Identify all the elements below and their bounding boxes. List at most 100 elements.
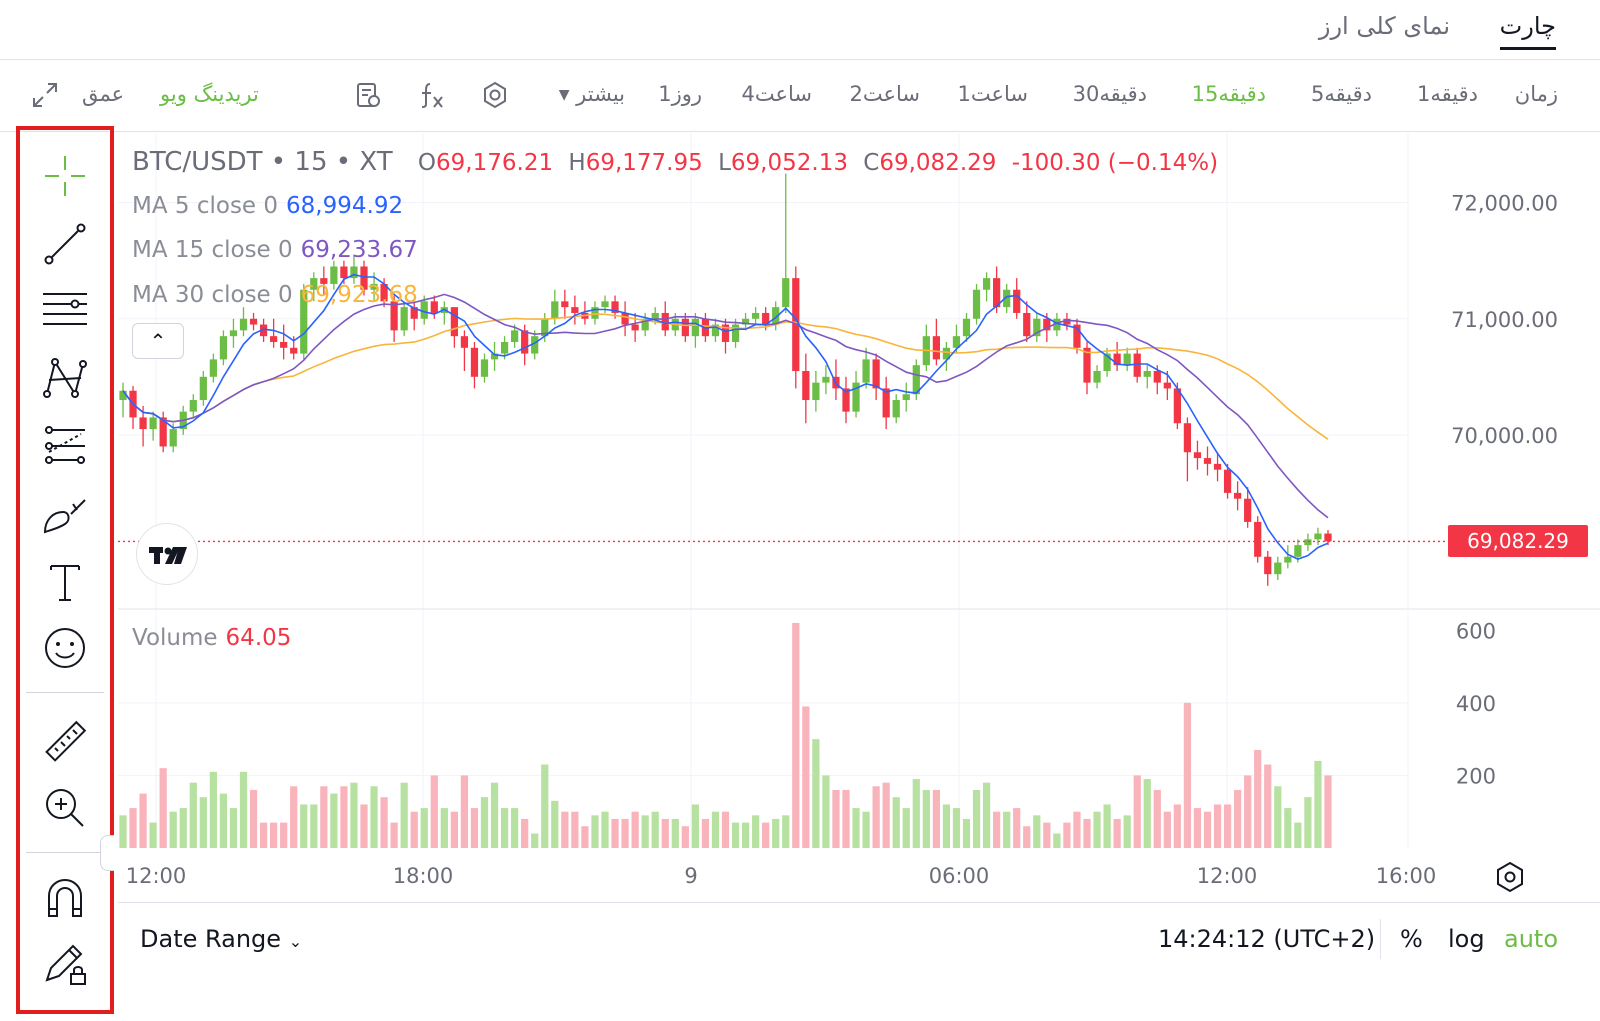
candle-body <box>1183 423 1192 453</box>
clock-timezone[interactable]: 14:24:12 (UTC+2) <box>1158 925 1376 953</box>
more-label: بیشتر <box>576 82 625 106</box>
interval-5m[interactable]: 5دقیقه <box>1311 82 1372 106</box>
volume-bar <box>691 804 699 848</box>
candle-body <box>1073 324 1081 348</box>
candle-body <box>782 278 790 308</box>
text-tool[interactable] <box>41 558 89 606</box>
bottom-divider <box>1380 919 1381 959</box>
crosshair-tool[interactable] <box>41 152 89 200</box>
interval-1h[interactable]: 1ساعت <box>957 82 1028 106</box>
interval-15m[interactable]: 15دقیقه <box>1191 82 1266 106</box>
candle-body <box>340 266 348 279</box>
candle-body <box>611 301 619 313</box>
projection-tool[interactable] <box>41 422 89 470</box>
legend-collapse-button[interactable]: ⌃ <box>132 323 184 359</box>
candle-body <box>1053 318 1061 331</box>
candle-body <box>1234 492 1242 499</box>
emoji-tool[interactable] <box>41 624 89 672</box>
drawing-toolbar <box>16 126 114 1014</box>
trend-line-tool[interactable] <box>41 220 89 268</box>
volume-label: Volume <box>132 625 218 651</box>
tab-overview[interactable]: نمای کلی ارز <box>1318 12 1450 40</box>
toolbar-collapse-handle[interactable] <box>100 835 114 871</box>
candle-body <box>932 336 940 360</box>
candle-body <box>390 301 398 331</box>
candle-body <box>822 376 830 383</box>
interval-1d[interactable]: 1روز <box>658 82 702 106</box>
symbol-label[interactable]: BTC/USDT • 15 • XT <box>132 147 393 177</box>
volume-bar <box>671 818 679 848</box>
candle-body <box>1223 469 1232 493</box>
time-axis-label: 12:00 <box>1197 864 1258 888</box>
percent-toggle[interactable]: % <box>1400 925 1423 953</box>
ruler-tool[interactable] <box>41 718 89 766</box>
magnet-tool[interactable] <box>41 874 89 922</box>
volume-bar <box>681 826 689 848</box>
last-price-tag: 69,082.29 <box>1448 525 1588 558</box>
candle-body <box>189 400 197 412</box>
chevron-down-icon: ▼ <box>558 87 570 103</box>
low-value: 69,052.13 <box>730 150 848 176</box>
ma5-legend[interactable]: MA 5 close 0 68,994.92 <box>132 193 403 219</box>
volume-bar <box>259 822 268 848</box>
candle-body <box>1063 318 1071 325</box>
indicators-fx-icon[interactable] <box>417 80 447 110</box>
tradingview-logo[interactable] <box>136 523 198 585</box>
ma30-legend[interactable]: MA 30 close 0 69,923.68 <box>132 282 418 308</box>
volume-bar <box>631 811 639 848</box>
fullscreen-icon[interactable] <box>30 80 60 110</box>
interval-30m[interactable]: 30دقیقه <box>1072 82 1147 106</box>
interval-4h[interactable]: 4ساعت <box>741 82 812 106</box>
candle-body <box>259 324 268 337</box>
candle-body <box>470 347 479 377</box>
candle-body <box>511 330 519 342</box>
candle-body <box>1153 371 1161 383</box>
candle-body <box>1324 533 1332 542</box>
lock-drawing-tool[interactable] <box>41 938 89 986</box>
log-toggle[interactable]: log <box>1448 925 1485 953</box>
volume-bar <box>621 818 629 848</box>
volume-bar <box>1234 789 1242 848</box>
chart-toolbar: زمان 1دقیقه 5دقیقه 15دقیقه 30دقیقه 1ساعت… <box>0 60 1600 132</box>
volume-bar <box>199 797 207 848</box>
chart-pane[interactable]: 72,000.00 71,000.00 70,000.00 600 400 200 12:0… <box>118 133 1600 901</box>
candle-body <box>912 365 920 395</box>
volume-bar <box>300 804 308 848</box>
brush-tool[interactable] <box>41 490 89 538</box>
date-range-dropdown[interactable]: Date Range ⌄ <box>140 925 302 953</box>
volume-bar <box>772 818 780 848</box>
candle-body <box>219 336 228 360</box>
more-dropdown[interactable]: ▼ بیشتر <box>559 82 625 106</box>
tradingview-link[interactable]: تریدینگ ویو <box>160 82 259 106</box>
tab-chart[interactable]: چارت <box>1499 10 1556 50</box>
ma15-legend[interactable]: MA 15 close 0 69,233.67 <box>132 237 418 263</box>
chart-settings-icon[interactable] <box>1497 861 1523 893</box>
pattern-tool[interactable] <box>41 354 89 402</box>
horizontal-lines-icon <box>43 293 87 325</box>
templates-icon[interactable] <box>353 80 383 110</box>
price-axis-label: 71,000.00 <box>1451 308 1558 332</box>
zoom-in-tool[interactable] <box>41 784 89 832</box>
candle-body <box>631 324 639 331</box>
volume-bar <box>430 775 438 848</box>
volume-bar <box>1053 833 1061 848</box>
auto-toggle[interactable]: auto <box>1504 925 1559 953</box>
candle-body <box>229 330 238 337</box>
candlestick-chart[interactable]: 72,000.00 71,000.00 70,000.00 600 400 200 12:0… <box>118 133 1600 901</box>
volume-bar <box>1173 804 1181 848</box>
top-tabs: چارت نمای کلی ارز <box>0 0 1600 60</box>
volume-bar <box>149 822 157 848</box>
interval-2h[interactable]: 2ساعت <box>849 82 920 106</box>
ma30-value: 69,923.68 <box>300 282 418 308</box>
depth-link[interactable]: عمق <box>82 82 125 106</box>
settings-icon[interactable] <box>480 80 510 110</box>
interval-1m[interactable]: 1دقیقه <box>1417 82 1478 106</box>
price-axis-label: 70,000.00 <box>1451 424 1558 448</box>
candle-body <box>199 376 207 401</box>
volume-legend[interactable]: Volume 64.05 <box>132 625 291 651</box>
horizontal-lines-tool[interactable] <box>41 286 89 334</box>
ma15-value: 69,233.67 <box>300 237 418 263</box>
volume-bar <box>490 782 499 848</box>
candle-body <box>300 289 308 354</box>
volume-bar <box>812 739 820 848</box>
